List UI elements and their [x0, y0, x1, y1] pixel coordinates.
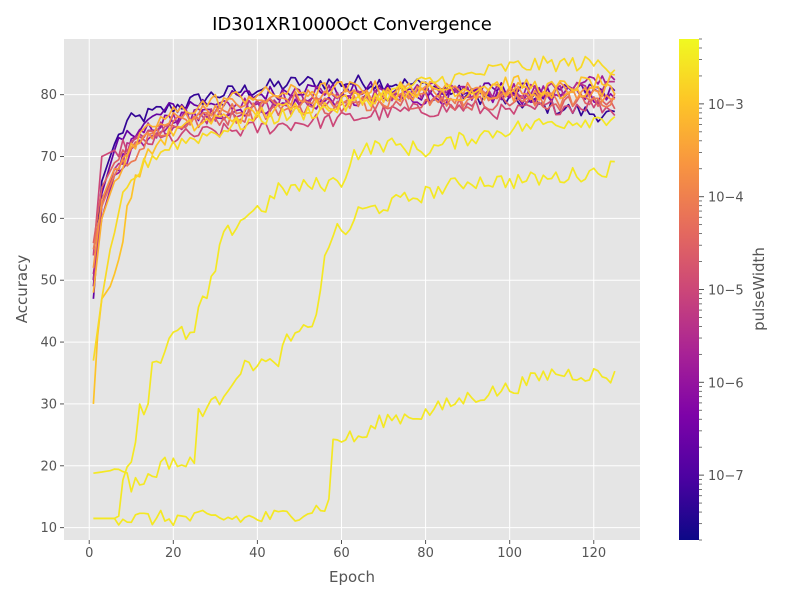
series-line [92, 98, 616, 256]
colorbar-tick-label: 10−4 [708, 191, 744, 206]
y-tick-label: 80 [40, 88, 57, 103]
colorbar [679, 39, 699, 540]
series-line [92, 80, 616, 293]
x-tick-label: 100 [497, 546, 522, 561]
x-tick-label: 80 [417, 546, 434, 561]
series-line [93, 160, 615, 493]
colorbar-tick-label: 10−3 [708, 98, 744, 113]
plot-background [64, 39, 640, 540]
y-tick-label: 20 [40, 459, 57, 474]
y-tick-label: 50 [40, 274, 57, 289]
x-tick-label: 60 [333, 546, 350, 561]
colorbar-tick-label: 10−6 [708, 376, 744, 391]
series-line [93, 367, 616, 527]
series-line [92, 81, 615, 269]
series-line [92, 55, 616, 361]
axis-ticks: 0 20 40 60 80 100 120 10 20 30 40 50 60 70 80 [40, 88, 606, 561]
series-lines [92, 55, 616, 527]
colorbar-label: pulseWidth [750, 247, 768, 331]
y-tick-label: 10 [40, 521, 57, 536]
colorbar-tick-label: 10−7 [708, 469, 744, 484]
x-tick-label: 0 [85, 546, 93, 561]
series-line [93, 116, 616, 520]
y-tick-label: 60 [40, 212, 57, 227]
y-tick-label: 30 [40, 397, 57, 412]
colorbar-ticks: 10−7 10−6 10−5 10−4 10−3 [699, 38, 744, 541]
x-tick-label: 40 [249, 546, 266, 561]
y-axis-label: Accuracy [13, 255, 31, 324]
colorbar-tick-label: 10−5 [708, 284, 744, 299]
x-axis-label: Epoch [329, 568, 375, 586]
series-line [92, 73, 615, 404]
y-tick-label: 40 [40, 336, 57, 351]
series-line [92, 93, 616, 244]
x-tick-label: 20 [165, 546, 182, 561]
x-tick-label: 120 [581, 546, 606, 561]
chart-title: ID301XR1000Oct Convergence [212, 14, 492, 35]
y-tick-label: 70 [40, 150, 57, 165]
